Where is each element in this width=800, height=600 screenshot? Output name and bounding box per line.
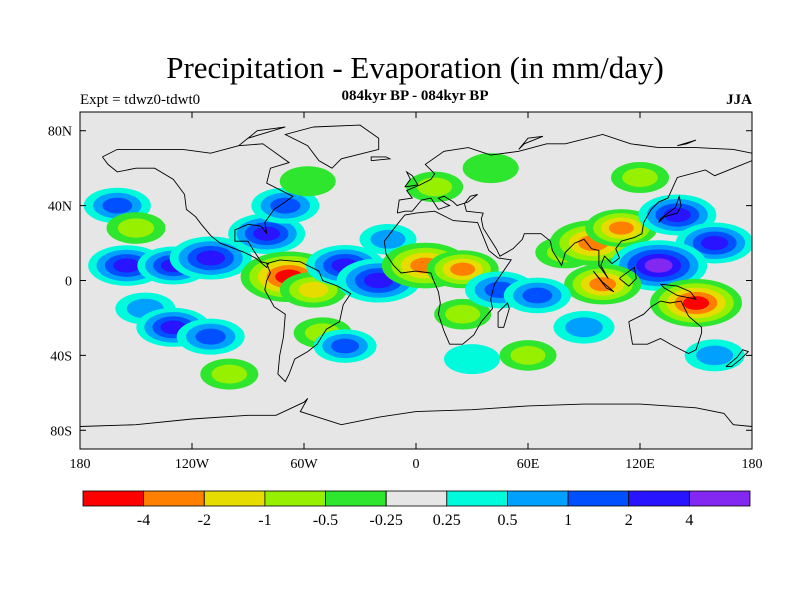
colorbar-box [507, 490, 569, 507]
field-contour [298, 281, 329, 298]
x-tick-label: 60E [517, 457, 540, 472]
coastline [619, 266, 637, 287]
field-contour [370, 229, 406, 249]
coastline [80, 398, 752, 427]
field-contour [622, 168, 658, 188]
colorbar-box [82, 490, 144, 507]
field-contour [364, 272, 394, 289]
coastline [284, 124, 380, 169]
field-contour [644, 258, 673, 273]
coastline [677, 139, 697, 147]
colorbar-box [385, 490, 448, 507]
field-contour [462, 153, 519, 184]
field-contour [589, 277, 617, 292]
field-contour [417, 177, 453, 197]
coastline [404, 170, 419, 188]
coastline [383, 210, 512, 345]
y-tick-label: 0 [65, 275, 72, 290]
field-contour [701, 235, 729, 251]
field-contour [696, 345, 734, 366]
field-contour [196, 250, 225, 266]
coastline [238, 126, 286, 147]
coastline [592, 270, 615, 293]
y-tick-label: 80S [50, 424, 72, 439]
field-contour [331, 338, 360, 354]
colorbar-box [325, 490, 387, 507]
coastline [397, 160, 752, 279]
field-contour [444, 344, 500, 375]
field-contour [522, 287, 553, 304]
colorbar-box [689, 490, 751, 507]
coastline [396, 134, 752, 214]
colorbar-box [203, 490, 266, 507]
colorbar-label: 0.5 [498, 512, 518, 529]
coastline [518, 135, 544, 150]
field-contour [450, 262, 476, 276]
x-tick-label: 120E [625, 457, 655, 472]
coastline [264, 259, 352, 383]
field-contour [663, 207, 691, 223]
colorbar-label: -0.25 [370, 512, 403, 529]
field-contour [445, 304, 481, 324]
coastline [660, 283, 698, 300]
field-contour [279, 166, 336, 197]
coastline [497, 302, 510, 328]
chart-title: Precipitation - Evaporation (in mm/day) [166, 50, 664, 85]
season-label: JJA [726, 92, 752, 108]
colorbar-label: 0.25 [433, 512, 461, 529]
colorbar-box [143, 490, 205, 507]
colorbar-label: -4 [137, 512, 150, 529]
y-tick-label: 40N [48, 200, 72, 215]
coastline [628, 300, 703, 355]
colorbar-label: -0.5 [313, 512, 338, 529]
axis-ticks: 180 120W 60W 0 60E 120E 180 80N 40N 0 40S 80S [48, 112, 763, 472]
x-tick-label: 0 [413, 457, 420, 472]
x-tick-label: 180 [742, 457, 763, 472]
field-contour [608, 221, 634, 235]
y-tick-label: 80N [48, 125, 72, 140]
field-contour [117, 218, 155, 238]
colorbar: -4 -2 -1 -0.5 -0.25 0.25 0.5 1 2 4 [82, 490, 751, 529]
colorbar-label: 1 [564, 512, 572, 529]
field-contour [510, 345, 546, 365]
coastline-layer [80, 124, 752, 427]
colorbar-box [628, 490, 690, 507]
field-contour [211, 364, 248, 384]
colorbar-box [446, 490, 508, 507]
coastline [725, 349, 750, 368]
field-contour [113, 258, 141, 273]
field-contour [682, 296, 710, 310]
experiment-label: Expt = tdwz0-tdwt0 [80, 92, 201, 108]
field-contour [565, 317, 603, 338]
x-tick-label: 120W [175, 457, 210, 472]
field-contour [270, 197, 301, 214]
field-contour [195, 328, 226, 345]
x-tick-label: 60W [290, 457, 318, 472]
colorbar-label: 2 [625, 512, 633, 529]
colorbar-label: 4 [685, 512, 693, 529]
coastline [102, 143, 294, 269]
colorbar-label: -2 [198, 512, 211, 529]
colorbar-box [567, 490, 630, 507]
colorbar-box [264, 490, 326, 507]
x-tick-label: 180 [70, 457, 91, 472]
field-contour [102, 197, 133, 214]
coastline [370, 156, 392, 162]
y-tick-label: 40S [50, 349, 72, 364]
coastline [658, 194, 682, 223]
chart-subtitle: 084kyr BP - 084kyr BP [341, 88, 489, 104]
colorbar-label: -1 [258, 512, 271, 529]
